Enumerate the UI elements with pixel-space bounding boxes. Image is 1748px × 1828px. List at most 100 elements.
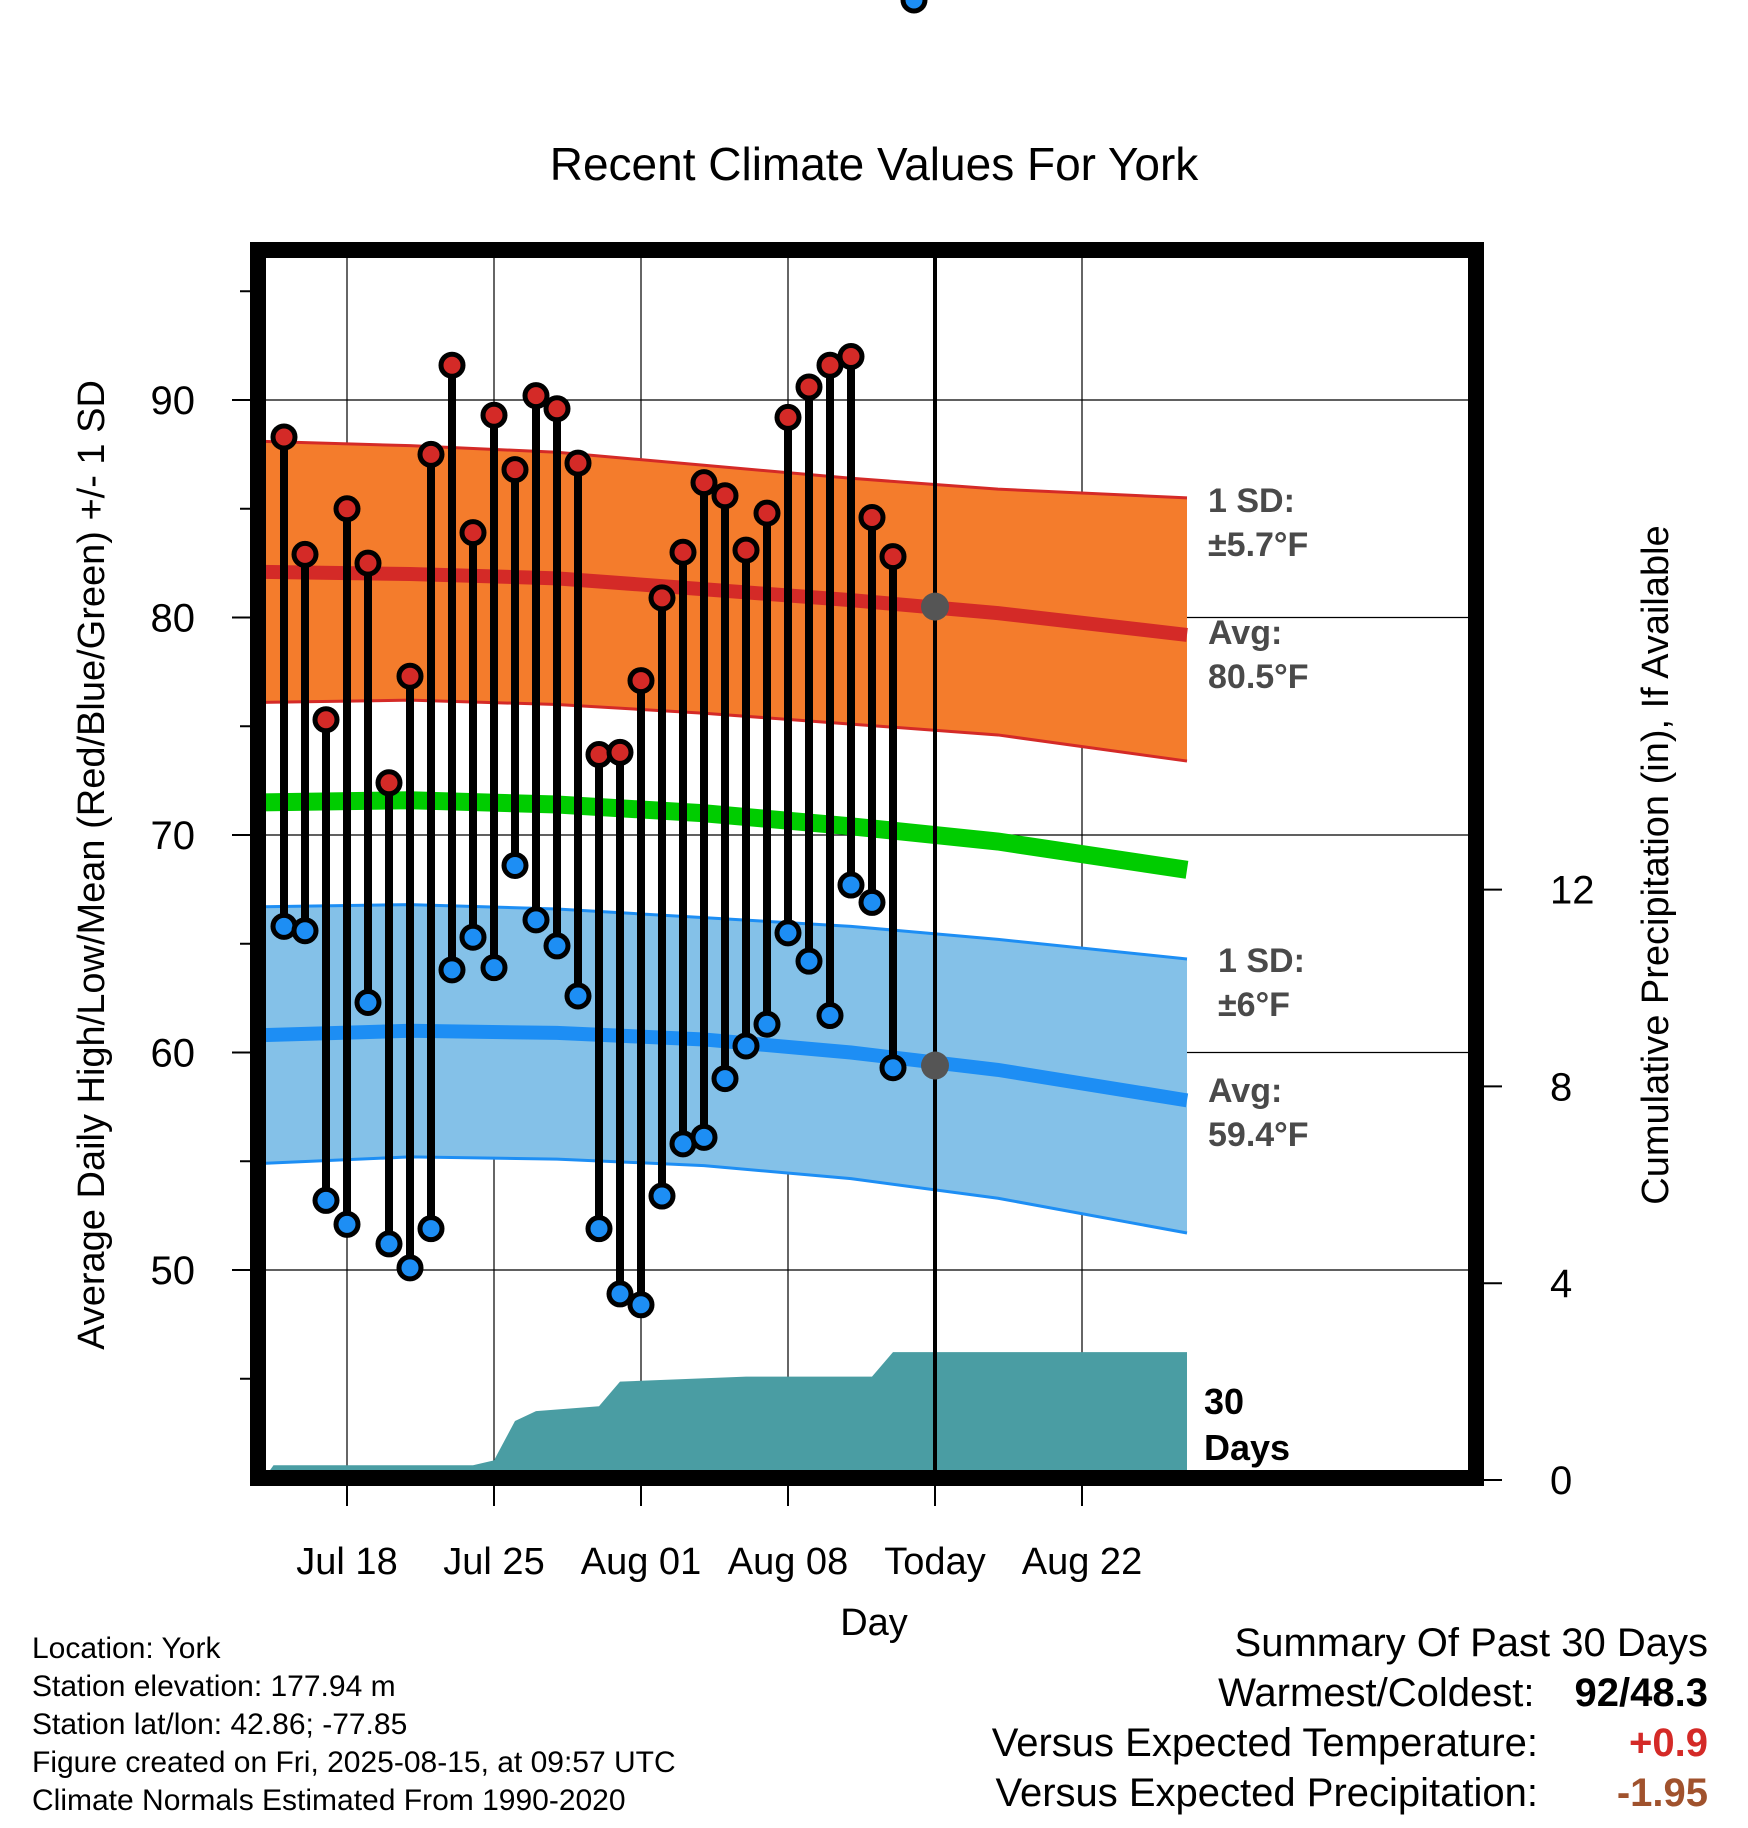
daily-low-marker bbox=[480, 954, 508, 982]
daily-high-marker bbox=[564, 449, 592, 477]
daily-low-marker bbox=[879, 1054, 907, 1082]
low-avg-value: 59.4°F bbox=[1208, 1116, 1309, 1154]
y-tick-label-left: 90 bbox=[151, 379, 196, 423]
daily-low-marker bbox=[564, 982, 592, 1010]
plot-area: 50 60 70 80 90 0 4 8 12 Jul 18 Jul 25 Aug 01 Aug 08 T… bbox=[151, 0, 1595, 1583]
x-tick-label: Jul 18 bbox=[296, 1541, 397, 1583]
x-tick-label: Jul 25 bbox=[443, 1541, 544, 1583]
daily-high-marker bbox=[480, 401, 508, 429]
daily-low-marker bbox=[291, 917, 319, 945]
y-tick-label-left: 80 bbox=[151, 597, 196, 641]
precip-area bbox=[264, 1352, 1187, 1478]
daily-low-marker bbox=[648, 1182, 676, 1210]
daily-high-marker bbox=[837, 343, 865, 370]
daily-low-marker bbox=[501, 851, 529, 879]
daily-low-marker bbox=[522, 906, 550, 934]
daily-low-marker bbox=[606, 1280, 634, 1308]
x-tick-label: Aug 01 bbox=[581, 1541, 701, 1583]
y-axis-label-left: Average Daily High/Low/Mean (Red/Blue/Gr… bbox=[71, 380, 113, 1350]
summary-panel: Summary Of Past 30 Days Warmest/Coldest:… bbox=[992, 1618, 1708, 1818]
daily-high-marker bbox=[522, 382, 550, 410]
daily-high-marker bbox=[858, 503, 886, 531]
x-tick-label: Today bbox=[884, 1541, 985, 1583]
daily-low-marker bbox=[774, 919, 802, 947]
location-text: Location: York bbox=[32, 1632, 221, 1665]
daily-low-marker bbox=[690, 1123, 718, 1151]
summary-title: Summary Of Past 30 Days bbox=[1234, 1621, 1708, 1665]
daily-high-marker bbox=[627, 667, 655, 695]
daily-low-marker bbox=[396, 1254, 424, 1282]
daily-high-marker bbox=[270, 423, 298, 451]
daily-low-marker bbox=[732, 1032, 760, 1060]
daily-low-marker bbox=[270, 912, 298, 940]
high-upper-edge bbox=[262, 439, 1188, 500]
daily-high-marker bbox=[795, 373, 823, 401]
daily-low-marker bbox=[543, 932, 571, 960]
y-tick-label-right: 12 bbox=[1550, 869, 1595, 913]
daily-high-marker bbox=[459, 519, 487, 547]
y-tick-label-right: 0 bbox=[1550, 1459, 1572, 1503]
today-avg-low-marker bbox=[921, 1051, 949, 1080]
summary-warm-cold: Warmest/Coldest: 92/48.3 bbox=[992, 1668, 1708, 1718]
chart-title: Recent Climate Values For York bbox=[550, 138, 1200, 190]
low-sd-label: 1 SD: bbox=[1218, 942, 1305, 980]
daily-low-marker bbox=[711, 1065, 739, 1093]
latlon-text: Station lat/lon: 42.86; -77.85 bbox=[32, 1708, 408, 1741]
temp-diff-value: +0.9 bbox=[1629, 1721, 1708, 1765]
today-avg-high-marker bbox=[921, 592, 949, 621]
daily-low-marker bbox=[816, 1002, 844, 1030]
x-tick-label: Aug 08 bbox=[728, 1541, 848, 1583]
daily-high-marker bbox=[543, 395, 571, 423]
daily-low-marker bbox=[753, 1010, 781, 1038]
daily-high-marker bbox=[312, 706, 340, 734]
daily-low-marker bbox=[585, 1215, 613, 1243]
x-tick-label: Aug 22 bbox=[1022, 1541, 1142, 1583]
low-avg-label: Avg: bbox=[1208, 1072, 1282, 1110]
high-sd-label: 1 SD: bbox=[1208, 482, 1295, 520]
precip-diff-value: -1.95 bbox=[1616, 1771, 1708, 1815]
daily-high-marker bbox=[690, 469, 718, 497]
daily-high-marker bbox=[417, 440, 445, 468]
summary-precip: Versus Expected Precipitation: -1.95 bbox=[992, 1768, 1708, 1818]
daily-low-marker bbox=[900, 0, 928, 14]
plot-frame bbox=[250, 242, 1484, 1486]
daily-low-marker bbox=[333, 1210, 361, 1238]
precip-days-number: 30 bbox=[1204, 1381, 1244, 1422]
daily-high-marker bbox=[648, 584, 676, 612]
high-avg-value: 80.5°F bbox=[1208, 658, 1309, 696]
daily-low-marker bbox=[459, 923, 487, 951]
normals-text: Climate Normals Estimated From 1990-2020 bbox=[32, 1784, 626, 1817]
created-text: Figure created on Fri, 2025-08-15, at 09… bbox=[32, 1746, 676, 1779]
daily-high-marker bbox=[606, 738, 634, 766]
summary-temp: Versus Expected Temperature: +0.9 bbox=[992, 1718, 1708, 1768]
y-tick-label-left: 70 bbox=[151, 814, 196, 858]
daily-high-marker bbox=[879, 543, 907, 571]
daily-low-marker bbox=[858, 888, 886, 916]
high-sd-value: ±5.7°F bbox=[1208, 526, 1308, 564]
daily-low-marker bbox=[837, 871, 865, 899]
daily-high-marker bbox=[711, 482, 739, 510]
high-avg-label: Avg: bbox=[1208, 614, 1282, 652]
daily-high-marker bbox=[333, 495, 361, 523]
elevation-text: Station elevation: 177.94 m bbox=[32, 1670, 396, 1703]
y-tick-label-left: 50 bbox=[151, 1249, 196, 1293]
daily-high-marker bbox=[501, 456, 529, 484]
y-tick-label-right: 8 bbox=[1550, 1065, 1572, 1109]
daily-high-marker bbox=[669, 538, 697, 566]
daily-high-marker bbox=[375, 769, 403, 797]
daily-low-marker bbox=[375, 1230, 403, 1258]
daily-low-marker bbox=[417, 1215, 445, 1243]
daily-low-marker bbox=[438, 956, 466, 984]
warm-cold-value: 92/48.3 bbox=[1574, 1671, 1708, 1715]
daily-low-marker bbox=[627, 1291, 655, 1319]
station-info: Location: York Station elevation: 177.94… bbox=[32, 1630, 676, 1820]
y-tick-label-left: 60 bbox=[151, 1032, 196, 1076]
daily-high-marker bbox=[753, 499, 781, 527]
x-axis-label: Day bbox=[840, 1602, 908, 1644]
y-axis-label-right: Cumulative Precipitation (in), If Availa… bbox=[1635, 525, 1677, 1204]
daily-low-marker bbox=[312, 1186, 340, 1214]
daily-high-marker bbox=[774, 403, 802, 431]
daily-low-marker bbox=[795, 947, 823, 975]
daily-low-marker bbox=[354, 988, 382, 1016]
